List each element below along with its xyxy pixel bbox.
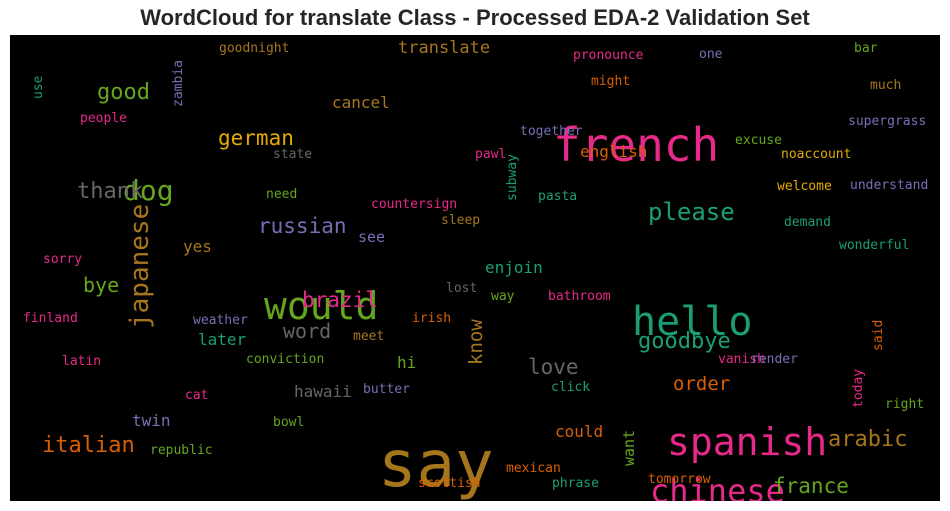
word-enjoin: enjoin [485, 258, 543, 277]
word-way: way [491, 289, 515, 304]
word-want: want [620, 429, 638, 466]
wordcloud-canvas: say french would hello spanish chinese dog japa… [10, 35, 940, 501]
word-english: english [580, 142, 648, 161]
word-republic: republic [150, 443, 213, 458]
word-hawaii: hawaii [294, 382, 352, 401]
word-zambia: zambia [171, 60, 186, 107]
word-pasta: pasta [538, 189, 578, 204]
word-might: might [591, 74, 631, 89]
word-use: use [31, 75, 46, 99]
word-russian: russian [258, 214, 347, 238]
word-japanese: japanese [125, 203, 155, 329]
word-german: german [218, 126, 294, 150]
word-french: french [553, 118, 720, 172]
word-finland: finland [23, 311, 78, 326]
word-conviction: conviction [246, 352, 325, 367]
word-sleep: sleep [441, 213, 481, 228]
word-scottish: scottish [418, 476, 481, 491]
word-dog: dog [123, 174, 174, 207]
word-irish: irish [412, 311, 452, 326]
word-subway: subway [505, 154, 520, 201]
word-bye: bye [83, 273, 120, 297]
word-supergrass: supergrass [848, 114, 927, 129]
word-cancel: cancel [332, 93, 390, 112]
word-click: click [551, 380, 591, 395]
word-state: state [273, 147, 313, 162]
word-bowl: bowl [273, 415, 305, 430]
chart-title: WordCloud for translate Class - Processe… [140, 5, 810, 30]
word-said: said [871, 319, 886, 351]
word-goodbye: goodbye [638, 329, 731, 354]
word-excuse: excuse [735, 133, 782, 148]
word-phrase: phrase [552, 476, 599, 491]
word-thank: thank [77, 179, 144, 204]
word-twin: twin [132, 411, 171, 430]
word-later: later [198, 330, 247, 349]
word-pronounce: pronounce [573, 48, 644, 63]
word-love: love [528, 355, 579, 379]
word-italian: italian [42, 433, 135, 458]
word-today: today [851, 368, 866, 408]
word-hello: hello [632, 299, 753, 345]
word-word: word [283, 319, 332, 343]
word-hi: hi [397, 353, 417, 372]
word-would: would [264, 284, 379, 328]
word-countersign: countersign [371, 197, 458, 212]
word-one: one [699, 47, 723, 62]
word-people: people [80, 111, 127, 126]
word-say: say [378, 428, 494, 501]
word-arabic: arabic [828, 427, 908, 452]
word-together: together [520, 124, 583, 139]
word-understand: understand [850, 178, 929, 193]
word-yes: yes [183, 237, 212, 256]
word-latin: latin [62, 354, 102, 369]
word-mexican: mexican [506, 461, 561, 476]
word-demand: demand [784, 215, 831, 230]
word-much: much [870, 78, 902, 93]
word-butter: butter [363, 382, 410, 397]
word-render: render [751, 352, 798, 367]
word-wonderful: wonderful [839, 238, 910, 253]
word-vanish: vanish [718, 352, 765, 367]
word-good: good [97, 80, 150, 105]
word-lost: lost [446, 281, 478, 296]
word-weather: weather [193, 313, 248, 328]
word-goodnight: goodnight [219, 41, 290, 56]
word-tomorrow: tomorrow [648, 472, 711, 487]
word-welcome: welcome [777, 179, 832, 194]
word-brazil: brazil [302, 288, 378, 312]
word-cat: cat [185, 388, 209, 403]
word-noaccount: noaccount [781, 147, 852, 162]
word-meet: meet [353, 329, 385, 344]
word-pawl: pawl [475, 147, 507, 162]
word-know: know [465, 319, 487, 365]
word-bar: bar [854, 41, 878, 56]
word-chinese: chinese [650, 472, 785, 501]
word-could: could [555, 422, 604, 441]
word-see: see [358, 228, 386, 246]
word-spanish: spanish [667, 420, 828, 464]
word-translate: translate [398, 38, 491, 58]
word-please: please [648, 198, 735, 226]
word-order: order [673, 373, 731, 395]
word-right: right [885, 397, 925, 412]
word-sorry: sorry [43, 252, 83, 267]
word-need: need [266, 187, 298, 202]
word-bathroom: bathroom [548, 289, 611, 304]
word-france: france [773, 474, 849, 498]
